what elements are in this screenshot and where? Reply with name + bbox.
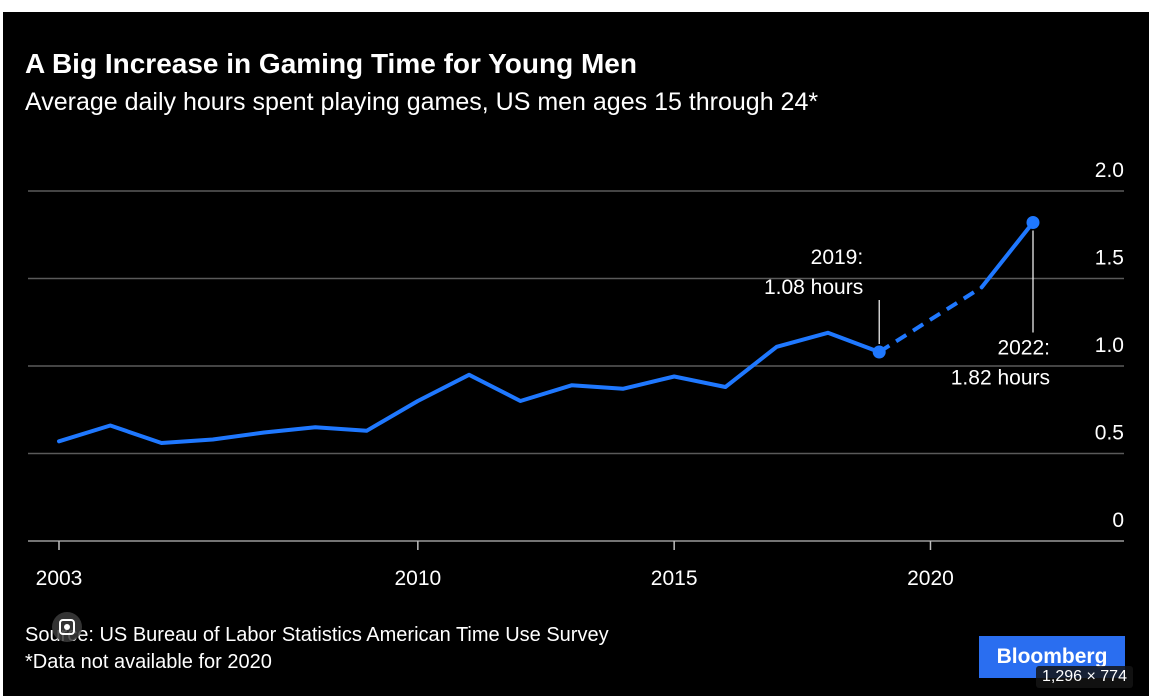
x-tick-label: 2015 — [651, 567, 698, 590]
lens-icon[interactable] — [52, 612, 82, 642]
annotation-label-value: 1.82 hours — [951, 367, 1050, 390]
y-tick-label: 1.0 — [1095, 334, 1124, 357]
annotation-label-year: 2019: — [811, 246, 864, 269]
series-line — [57, 330, 882, 445]
annotation-label-value: 1.08 hours — [764, 276, 863, 299]
y-tick-label: 2.0 — [1095, 159, 1124, 182]
highlight-point — [1026, 216, 1040, 229]
x-tick-label: 2020 — [907, 567, 954, 590]
highlight-point — [872, 345, 886, 359]
y-tick-label: 0 — [1112, 509, 1124, 532]
chart-frame — [3, 12, 1149, 696]
x-tick-label: 2003 — [36, 567, 83, 590]
camera-search-icon — [59, 619, 75, 635]
chart-title: A Big Increase in Gaming Time for Young … — [25, 48, 637, 79]
dashed-gap-line — [878, 285, 983, 354]
annotation-label-year: 2022: — [997, 337, 1050, 360]
chart-subtitle: Average daily hours spent playing games,… — [25, 88, 819, 116]
x-tick-label: 2010 — [394, 567, 441, 590]
image-dimensions-badge: 1,296 × 774 — [1036, 666, 1133, 688]
footnote-text: *Data not available for 2020 — [25, 651, 272, 673]
y-tick-label: 0.5 — [1095, 422, 1124, 445]
source-text: Source: US Bureau of Labor Statistics Am… — [25, 624, 609, 646]
series-line — [979, 220, 1035, 290]
source-note: Source: US Bureau of Labor Statistics Am… — [25, 622, 609, 676]
y-tick-label: 1.5 — [1095, 247, 1124, 270]
